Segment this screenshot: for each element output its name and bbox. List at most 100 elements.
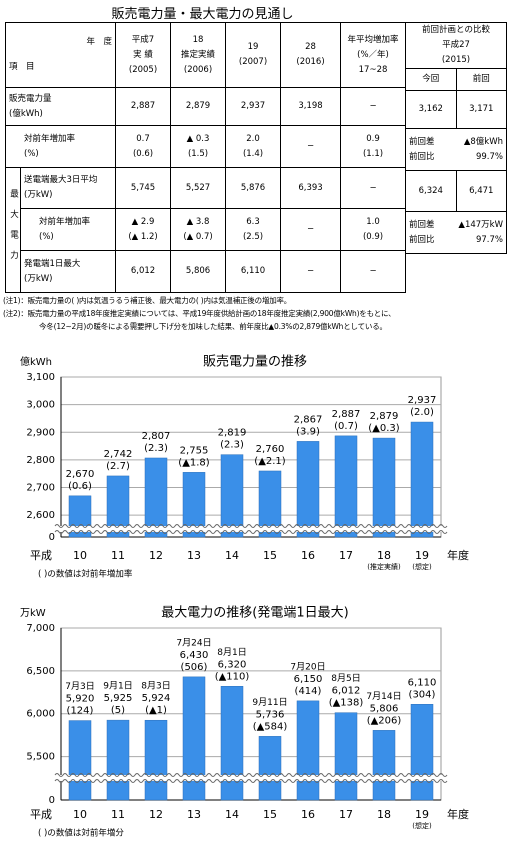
page-title: 販売電力量・最大電力の見通し xyxy=(111,7,294,22)
data-cell: 5,745 xyxy=(115,167,172,209)
comparison-row: 3,162 3,171 xyxy=(405,90,507,129)
header-line: (%／年) xyxy=(357,49,389,60)
change-label: (▲206) xyxy=(367,715,402,726)
y-axis-label: 万kW xyxy=(20,608,46,619)
value-label: 2,807 xyxy=(142,431,171,442)
table-row: 発電端1日最大 (万kW) 6,012 5,806 6,110 − − xyxy=(6,250,407,293)
comparison-row: 前回差 ▲147万kW 前回比 97.7% xyxy=(405,211,507,254)
cell-line: (2.5) xyxy=(242,231,264,242)
diff-text: 前回差 xyxy=(409,136,435,147)
value-label: 6,012 xyxy=(332,686,361,697)
value-label: 2,670 xyxy=(66,469,95,480)
value-label: 5,925 xyxy=(104,693,133,704)
x-tick-label: 16 xyxy=(301,549,315,562)
cell-line: 2,879 xyxy=(185,101,211,111)
data-cell: 6,012 xyxy=(115,250,172,293)
bar xyxy=(296,441,320,538)
x-tick-label: 17 xyxy=(339,549,353,562)
bar xyxy=(372,437,396,538)
bar xyxy=(106,719,130,801)
value-label: 2,879 xyxy=(370,411,399,422)
bar xyxy=(296,700,320,801)
cell-line: 5,876 xyxy=(240,182,266,193)
data-cell: ▲ 2.9 (▲ 1.2) xyxy=(115,208,172,251)
date-label: 9月11日 xyxy=(252,697,287,708)
diff-text: ▲147万kW xyxy=(458,219,503,230)
column-header: 18 推定実績 (2006) xyxy=(170,22,227,88)
label-line: (%) xyxy=(24,148,39,159)
cell-line: (▲ 0.7) xyxy=(183,231,213,242)
comparison-diff: 前回差 ▲8億kWh 前回比 99.7% xyxy=(405,128,507,171)
bar xyxy=(334,435,358,538)
y-tick-label: 7,000 xyxy=(26,623,55,634)
comparison-table: 前回計画との比較 平成27 (2015) 今回 前回 3,162 3,171 前回差 ▲8億kW… xyxy=(405,22,507,254)
value-label: 5,924 xyxy=(142,693,171,704)
table-row: 対前年増加率 (%) 0.7 (0.6) ▲ 0.3 (1.5) 2.0 (1.4) − 0.9 (… xyxy=(4,125,407,168)
axis-break-line xyxy=(54,779,448,783)
y-tick-label: 3,100 xyxy=(26,372,55,383)
chart-title: 販売電力量の推移 xyxy=(203,354,307,370)
data-cell: 0.9 (1.1) xyxy=(340,125,407,168)
label-line: 販売電力量 xyxy=(9,93,52,104)
data-cell: ▲ 0.3 (1.5) xyxy=(170,125,227,168)
y-tick-label: 2,600 xyxy=(26,510,55,521)
y-tick-label: 6,000 xyxy=(26,709,55,720)
cell-line: (0.9) xyxy=(362,231,384,242)
bar xyxy=(220,454,244,538)
comparison-subheader-row: 今回 前回 xyxy=(405,68,507,91)
cell-line: 6,110 xyxy=(240,266,266,276)
row-label: 対前年増加率 (%) xyxy=(19,208,117,251)
data-cell: 3,198 xyxy=(280,87,342,126)
cell-line: 3,162 xyxy=(418,104,443,114)
change-label: (506) xyxy=(181,662,208,673)
label-line: (%) xyxy=(39,231,54,242)
x-tick-label: 11 xyxy=(111,549,125,562)
comparison-cell: 3,162 xyxy=(405,90,457,129)
change-label: (▲0.3) xyxy=(368,423,399,434)
value-label: 2,755 xyxy=(180,445,209,456)
x-tick-label: 10 xyxy=(73,549,87,562)
data-cell: 6.3 (2.5) xyxy=(225,208,282,251)
cell-line: − xyxy=(369,101,377,111)
data-cell: 1.0 (0.9) xyxy=(340,208,407,251)
comparison-cell: 3,171 xyxy=(455,90,507,129)
comparison-cell: 6,471 xyxy=(455,170,507,212)
x-suffix: 年度 xyxy=(447,807,469,821)
diff-text: 97.7% xyxy=(475,234,503,245)
row-label: 販売電力量 (億kWh) xyxy=(4,87,117,126)
data-cell: 2,887 xyxy=(115,87,172,126)
change-label: (▲138) xyxy=(329,698,364,709)
x-tick-label: 14 xyxy=(225,549,239,562)
change-label: (2.3) xyxy=(144,443,168,454)
note-line: (注1)：販売電力量の( )内は気温うるう補正後、最大電力の( )内は気温補正後… xyxy=(3,296,292,305)
label-line: 発電端1日最大 xyxy=(24,258,81,269)
value-label: 6,150 xyxy=(294,674,323,685)
cell-line: (0.6) xyxy=(132,148,154,159)
y-tick-label: 2,800 xyxy=(26,455,55,466)
chart-title: 最大電力の推移(発電端1日最大) xyxy=(161,606,348,621)
diff-line: 前回比 97.7% xyxy=(409,233,503,248)
comparison-row: 前回差 ▲8億kWh 前回比 99.7% xyxy=(405,128,507,171)
y-tick-label: 0 xyxy=(49,532,55,543)
x-tick-label: 12 xyxy=(149,549,163,562)
bar xyxy=(182,676,206,801)
cell-line: ▲ 2.9 xyxy=(131,216,155,227)
data-cell: ▲ 3.8 (▲ 0.7) xyxy=(170,208,227,251)
x-tick-label: 19 xyxy=(415,808,429,821)
bar xyxy=(372,730,396,801)
row-label: 発電端1日最大 (万kW) xyxy=(19,250,117,293)
cell-line: − xyxy=(369,266,377,276)
axis-break-gap xyxy=(55,526,447,532)
x-suffix: 年度 xyxy=(447,548,469,562)
comparison-diff: 前回差 ▲147万kW 前回比 97.7% xyxy=(405,211,507,254)
label-line: 対前年増加率 xyxy=(24,133,76,144)
corner-year: 年 度 xyxy=(86,37,113,47)
change-label: (3.9) xyxy=(296,426,320,437)
y-tick-label: 6,500 xyxy=(26,666,55,677)
cell-line: 6.3 xyxy=(246,216,260,227)
note-line: 今冬(12~2月)の暖冬による需要押し下げ分を加味した結果、前年度比▲0.3%の… xyxy=(39,322,387,331)
cell-line: (1.1) xyxy=(362,148,384,159)
x-tick-label: 15 xyxy=(263,808,277,821)
bar xyxy=(106,475,130,538)
